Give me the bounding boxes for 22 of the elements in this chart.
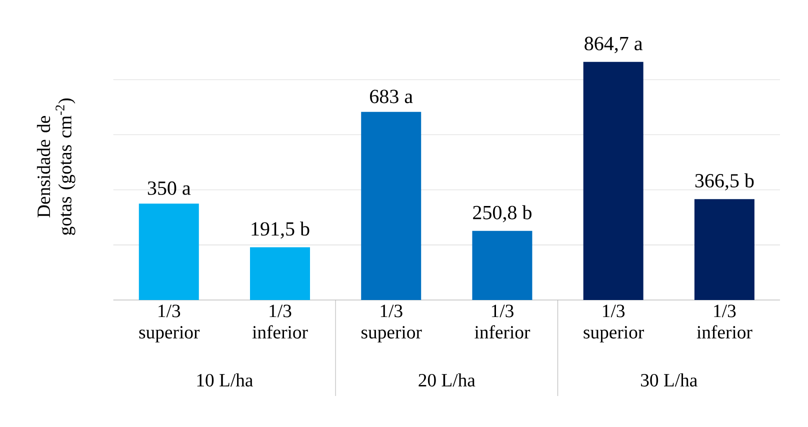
data-label: 350 a — [148, 182, 191, 196]
x-tick-label: 1/3 inferior — [696, 304, 752, 339]
data-label: 191,5 b — [252, 222, 310, 239]
bar — [138, 204, 199, 300]
bar — [583, 62, 644, 300]
text: 10 L/ha — [197, 374, 253, 387]
x-tick-label: 1/3 superior — [362, 304, 422, 343]
y-axis-title: Densidade de gotas (gotas cm$^{-2}$) — [36, 98, 76, 236]
x-tick-label: 1/3 superior — [139, 304, 200, 343]
data-label: 864,7 a — [584, 36, 642, 54]
bar — [472, 231, 532, 300]
bar — [250, 247, 310, 300]
data-label: 683 a — [370, 90, 413, 104]
data-label: 366,5 b — [695, 174, 754, 191]
data-label: 250,8 b — [473, 205, 532, 222]
text: 30 L/ha — [641, 374, 698, 387]
x-tick-label: 1/3 inferior — [252, 304, 308, 339]
x-tick-label: 1/3 inferior — [474, 304, 530, 339]
bar — [361, 112, 422, 300]
x-tick-label: 1/3 superior — [584, 304, 644, 343]
text: 20 L/ha — [418, 374, 476, 387]
bar — [694, 199, 754, 300]
